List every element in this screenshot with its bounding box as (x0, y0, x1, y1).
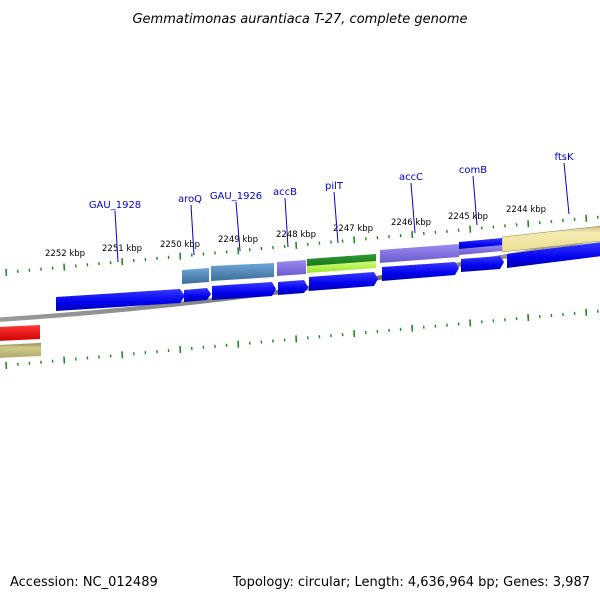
outer-scale-ticks (5, 214, 599, 276)
feature-comB-bottom (459, 245, 502, 255)
map-title: Gemmatimonas aurantiaca T-27, complete g… (132, 12, 467, 27)
gene-labels: GAU_1928 aroQ GAU_1926 accB pilT accC co… (89, 152, 574, 211)
scale-label: 2250 kbp (160, 240, 200, 250)
feature-pilT-dark (307, 254, 376, 268)
inner-scale-ticks (5, 308, 599, 369)
leader-accC (410, 182, 416, 234)
scale-label: 2244 kbp (506, 205, 546, 215)
gene-label-GAU_1926: GAU_1926 (210, 191, 262, 202)
cds-arrow-accB (278, 280, 308, 295)
scale-label: 2251 kbp (102, 244, 142, 254)
feature-red (0, 325, 40, 341)
scale-label: 2248 kbp (276, 230, 316, 240)
leader-pilT (333, 191, 339, 244)
cds-arrow-comB (461, 256, 504, 272)
gene-label-aroQ: aroQ (178, 194, 202, 205)
leader-aroQ (190, 204, 195, 256)
genome-summary-label: Topology: circular; Length: 4,636,964 bp… (232, 575, 590, 590)
feature-accC (380, 244, 459, 263)
cds-arrow-accC (382, 262, 459, 281)
leader-GAU_1926 (235, 201, 241, 252)
feature-pilT-light (307, 261, 376, 273)
scale-label: 2245 kbp (448, 212, 488, 222)
cds-arrow-GAU_1928 (56, 289, 185, 311)
scale-labels: 2252 kbp 2251 kbp 2250 kbp 2249 kbp 2248… (45, 205, 546, 259)
scale-label: 2252 kbp (45, 249, 85, 259)
gene-label-accB: accB (273, 187, 297, 198)
cds-arrows (56, 242, 600, 311)
gene-label-accC: accC (399, 172, 423, 183)
leader-GAU_1928 (114, 210, 119, 263)
forward-strand-features (182, 225, 600, 284)
feature-GAU_1926 (211, 263, 274, 281)
leader-comB (472, 175, 478, 226)
cds-arrow-GAU_1926 (212, 282, 276, 300)
leader-accB (284, 197, 289, 248)
scale-label: 2247 kbp (333, 224, 373, 234)
cds-arrow-ftsK (507, 242, 600, 268)
gene-label-ftsK: ftsK (554, 152, 573, 163)
cds-arrow-pilT (309, 272, 378, 291)
scale-label: 2246 kbp (391, 218, 431, 228)
leader-ftsK (563, 162, 570, 215)
feature-olive (0, 343, 41, 358)
gene-label-comB: comB (459, 165, 487, 176)
cds-arrow-aroQ (184, 288, 211, 302)
accession-label: Accession: NC_012489 (10, 575, 158, 590)
feature-accB (277, 260, 306, 276)
feature-aroQ (182, 268, 209, 284)
scale-label: 2249 kbp (218, 235, 258, 245)
gene-label-leaders (114, 162, 570, 263)
gene-label-pilT: pilT (325, 181, 344, 192)
gene-label-GAU_1928: GAU_1928 (89, 200, 141, 211)
